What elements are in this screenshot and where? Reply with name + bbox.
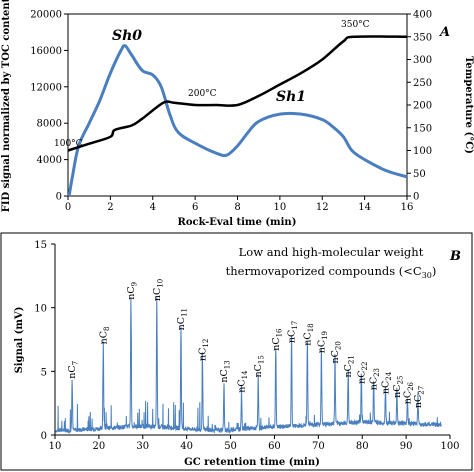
- panel-a-xtick-label: 2: [107, 202, 113, 213]
- panel-b-xtick-label: 90: [400, 441, 413, 452]
- gc-signal-line: [55, 297, 442, 435]
- peak-label: nC8: [98, 327, 111, 345]
- peak-label: nC26: [402, 381, 415, 404]
- panel-a-yright-tick-label: 400: [413, 10, 432, 21]
- panel-a-xtick-label: 8: [234, 202, 240, 213]
- peak-label: nC25: [392, 376, 405, 398]
- panel-a-ytick-label: 8000: [37, 119, 62, 130]
- peak-label: nC18: [302, 323, 315, 345]
- panel-a-yright-tick-label: 250: [413, 78, 432, 89]
- panel-a-xtick-label: 6: [192, 202, 198, 213]
- panel-b-xtick-label: 20: [93, 441, 106, 452]
- peak-label: nC23: [369, 368, 382, 390]
- panel-a-xtick-label: 0: [65, 202, 71, 213]
- panel-a-yright-tick-label: 100: [413, 146, 432, 157]
- temp-100-annotation: 100°C: [54, 139, 83, 149]
- peak-label: nC15: [253, 355, 266, 377]
- panel-a-ylabel-right: Temperature (°C): [463, 56, 474, 154]
- panel-b-xtick-label: 50: [224, 441, 237, 452]
- panel-b-title-line1: Low and high-molecular weight: [239, 245, 424, 259]
- peak-label: nC12: [198, 339, 211, 361]
- temp-350-annotation: 350°C: [341, 20, 370, 30]
- panel-a-ytick-label: 20000: [30, 10, 62, 21]
- peak-label: nC13: [219, 360, 232, 382]
- panel-b-ytick-label: 15: [34, 240, 47, 251]
- panel-b-ytick-label: 0: [41, 431, 47, 442]
- panel-b-xtick-label: 60: [268, 441, 281, 452]
- panel-a-xtick-label: 10: [274, 202, 287, 213]
- peak-label: nC17: [287, 321, 300, 343]
- panel-a-xtick-label: 16: [401, 202, 414, 213]
- peak-label: nC27: [413, 386, 426, 408]
- sh0-annotation: Sh0: [112, 28, 142, 44]
- panel-a-xlabel: Rock-Eval time (min): [178, 217, 297, 228]
- panel-b-xtick-label: 10: [49, 441, 62, 452]
- peak-label: nC19: [316, 331, 329, 353]
- peak-label: nC7: [67, 361, 80, 379]
- peak-label: nC21: [343, 355, 356, 377]
- fid-signal-line: [67, 44, 408, 197]
- panel-a-ylabel: FID signal normalized by TOC content: [1, 0, 12, 212]
- peak-label: nC10: [152, 279, 165, 301]
- panel-b-title-line2: thermovaporized compounds (<C30): [226, 264, 437, 280]
- panel-a-yright-tick-label: 0: [413, 192, 419, 203]
- panel-b-xtick-label: 40: [180, 441, 193, 452]
- panel-a-xtick-label: 12: [316, 202, 329, 213]
- sh1-annotation: Sh1: [276, 89, 306, 105]
- panel-a-ytick-label: 12000: [30, 82, 62, 93]
- temp-200-annotation: 200°C: [188, 89, 217, 99]
- panel-b-label: B: [449, 249, 461, 264]
- panel-a-yright-tick-label: 150: [413, 123, 432, 134]
- panel-b-xlabel: GC retention time (min): [184, 457, 320, 468]
- panel-a-ytick-label: 16000: [30, 46, 62, 57]
- peak-label: nC14: [237, 370, 250, 393]
- peak-label: nC24: [381, 371, 394, 394]
- panel-a-ytick-label: 4000: [37, 155, 62, 166]
- panel-b-ytick-label: 5: [41, 367, 47, 378]
- peak-label: nC16: [271, 328, 284, 351]
- panel-b-chart: 0 5 10 15 10 20 30 40 50 60 70 80 90 100 nC7 nC8 nC9 nC…: [0, 232, 473, 471]
- peak-label: nC11: [176, 308, 189, 330]
- panel-b-ytick-label: 10: [34, 304, 47, 315]
- panel-a-yright-tick-label: 200: [413, 101, 432, 112]
- panel-a-ytick-label: 0: [56, 192, 62, 203]
- panel-b-xtick-label: 100: [440, 441, 459, 452]
- temperature-line: [67, 35, 408, 152]
- panel-b-xtick-label: 70: [312, 441, 325, 452]
- panel-a-yright-tick-label: 350: [413, 32, 432, 43]
- panel-a-xtick-label: 4: [150, 202, 156, 213]
- panel-b-xtick-label: 30: [136, 441, 149, 452]
- peak-label: nC22: [356, 362, 369, 384]
- panel-a-label: A: [438, 25, 450, 40]
- peak-label: nC9: [126, 282, 139, 300]
- panel-b-ylabel: Signal (mV): [14, 307, 25, 374]
- panel-b-xtick-label: 80: [356, 441, 369, 452]
- peak-label: nC20: [330, 341, 343, 363]
- panel-a-yright-tick-label: 300: [413, 55, 432, 66]
- panel-a-yright-tick-label: 50: [413, 169, 426, 180]
- panel-a-xtick-label: 14: [358, 202, 371, 213]
